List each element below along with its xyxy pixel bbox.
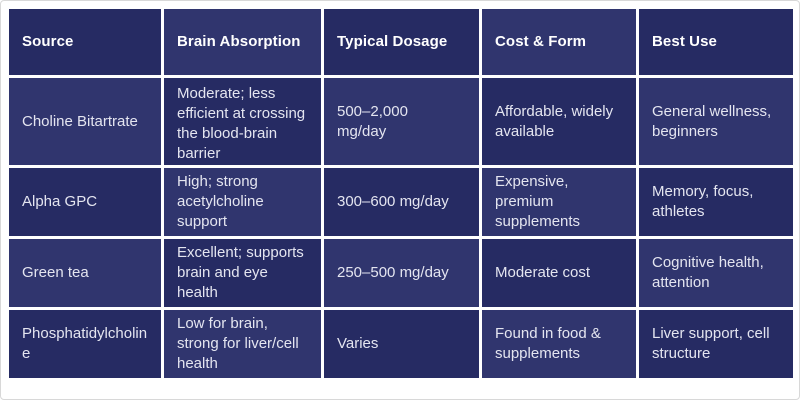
table-header: Source Brain Absorption Typical Dosage C… xyxy=(9,9,793,75)
table-row-green-tea: Green tea Excellent; supports brain and … xyxy=(9,239,793,307)
table-cell: Moderate; less efficient at crossing the… xyxy=(164,78,321,165)
row-label-cell: Phosphatidylcholine xyxy=(9,310,161,378)
row-label-cell: Choline Bitartrate xyxy=(9,78,161,165)
column-header-cost-form: Cost & Form xyxy=(482,9,636,75)
table-body: Choline Bitartrate Moderate; less effici… xyxy=(9,78,793,378)
cell-text: Memory, focus, athletes xyxy=(652,183,754,220)
cell-text: Excellent; supports brain and eye health xyxy=(177,244,304,301)
table-cell: General wellness, beginners xyxy=(639,78,793,165)
table-cell: Liver support, cell structure xyxy=(639,310,793,378)
header-label: Typical Dosage xyxy=(337,33,448,50)
table-cell: Low for brain, strong for liver/cell hea… xyxy=(164,310,321,378)
table-row-choline-bitartrate: Choline Bitartrate Moderate; less effici… xyxy=(9,78,793,165)
table-cell: Cognitive health, attention xyxy=(639,239,793,307)
table-cell: Memory, focus, athletes xyxy=(639,168,793,236)
table-cell: Excellent; supports brain and eye health xyxy=(164,239,321,307)
row-label: Alpha GPC xyxy=(22,193,98,210)
row-label: Choline Bitartrate xyxy=(22,112,138,130)
table-cell: Found in food & supplements xyxy=(482,310,636,378)
comparison-table: Source Brain Absorption Typical Dosage C… xyxy=(6,6,796,381)
header-label: Best Use xyxy=(652,33,717,50)
table-cell: Varies xyxy=(324,310,479,378)
cell-text: High; strong acetylcholine support xyxy=(177,173,264,230)
cell-text: Low for brain, strong for liver/cell hea… xyxy=(177,315,299,372)
cell-text: Liver support, cell structure xyxy=(652,325,770,362)
row-label-cell: Green tea xyxy=(9,239,161,307)
table-row-phosphatidylcholine: Phosphatidylcholine Low for brain, stron… xyxy=(9,310,793,378)
cell-text: Affordable, widely available xyxy=(495,102,614,140)
cell-text: Moderate cost xyxy=(495,264,591,281)
table-cell: Moderate cost xyxy=(482,239,636,307)
table-cell: 300–600 mg/day xyxy=(324,168,479,236)
table-cell: Expensive, premium supplements xyxy=(482,168,636,236)
cell-text: Expensive, premium supplements xyxy=(495,173,581,230)
cell-text: Moderate; less efficient at crossing the… xyxy=(177,84,306,162)
cell-text: Cognitive health, attention xyxy=(652,254,764,291)
header-label: Cost & Form xyxy=(495,33,587,50)
table-row-alpha-gpc: Alpha GPC High; strong acetylcholine sup… xyxy=(9,168,793,236)
table-cell: 250–500 mg/day xyxy=(324,239,479,307)
row-label: Green tea xyxy=(22,264,89,281)
column-header-source: Source xyxy=(9,9,161,75)
cell-text: General wellness, beginners xyxy=(652,102,772,140)
column-header-typical-dosage: Typical Dosage xyxy=(324,9,479,75)
header-label: Brain Absorption xyxy=(177,33,301,50)
column-header-brain-absorption: Brain Absorption xyxy=(164,9,321,75)
cell-text: Varies xyxy=(337,335,379,352)
cell-text: 500–2,000 mg/day xyxy=(337,102,408,140)
header-label: Source xyxy=(22,33,74,50)
table-cell: 500–2,000 mg/day xyxy=(324,78,479,165)
table-cell: High; strong acetylcholine support xyxy=(164,168,321,236)
row-label: Phosphatidylcholine xyxy=(22,325,148,362)
cell-text: 300–600 mg/day xyxy=(337,193,449,210)
header-row: Source Brain Absorption Typical Dosage C… xyxy=(9,9,793,75)
row-label-cell: Alpha GPC xyxy=(9,168,161,236)
table-cell: Affordable, widely available xyxy=(482,78,636,165)
cell-text: 250–500 mg/day xyxy=(337,264,449,281)
cell-text: Found in food & supplements xyxy=(495,325,601,362)
column-header-best-use: Best Use xyxy=(639,9,793,75)
